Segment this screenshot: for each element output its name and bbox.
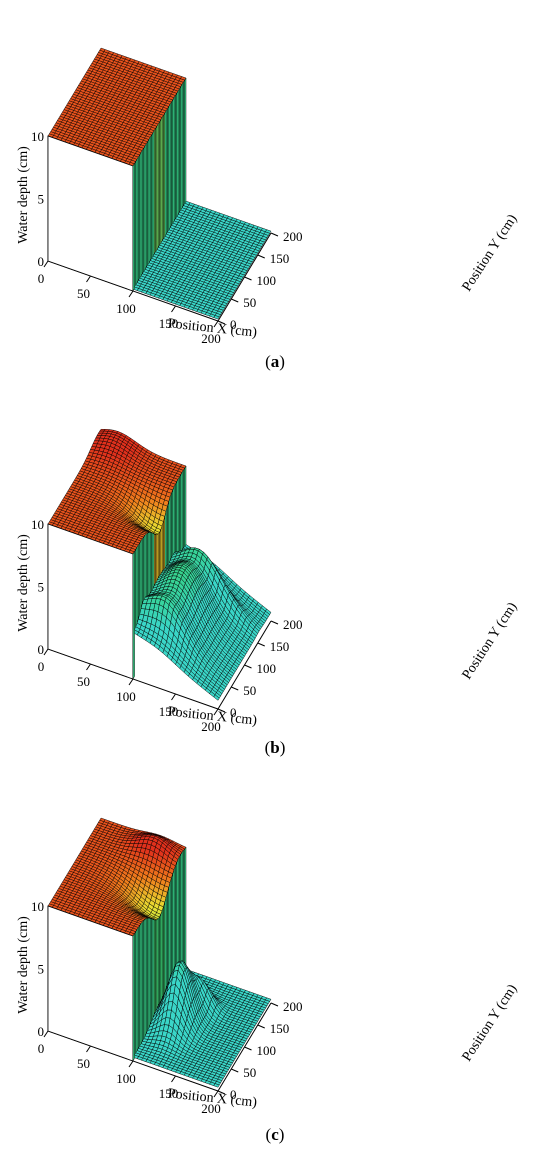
y-tick <box>231 1069 238 1072</box>
caption-a: (a) <box>0 352 550 372</box>
x-tick <box>172 306 176 312</box>
x-tick-label: 100 <box>116 301 136 316</box>
x-tick <box>129 291 133 297</box>
y-tick-label: 150 <box>270 251 290 266</box>
y-tick <box>271 1003 278 1006</box>
y-tick <box>245 277 252 280</box>
dam-front-edge <box>133 163 135 291</box>
y-tick <box>245 665 252 668</box>
x-tick-label: 100 <box>116 1071 136 1086</box>
x-tick-label: 0 <box>38 271 45 286</box>
y-axis-title: Position Y (cm) <box>460 212 521 295</box>
z-axis-title: Water depth (cm) <box>16 916 31 1014</box>
y-tick <box>231 687 238 690</box>
z-tick-label: 5 <box>38 580 45 595</box>
y-tick <box>245 1047 252 1050</box>
z-tick-label: 0 <box>38 1024 45 1039</box>
x-tick-label: 100 <box>116 689 136 704</box>
y-tick-label: 200 <box>283 999 303 1014</box>
y-tick-label: 100 <box>257 1043 277 1058</box>
z-tick-label: 5 <box>38 962 45 977</box>
z-tick-label: 10 <box>31 517 44 532</box>
x-tick <box>44 261 48 267</box>
x-tick <box>87 276 91 282</box>
x-tick <box>129 1061 133 1067</box>
x-tick-label: 0 <box>38 659 45 674</box>
caption-a-letter: a <box>271 352 280 371</box>
x-tick <box>44 649 48 655</box>
x-tick <box>87 664 91 670</box>
y-tick-label: 200 <box>283 617 303 632</box>
x-tick-label: 50 <box>77 286 90 301</box>
y-tick <box>271 621 278 624</box>
x-tick <box>87 1046 91 1052</box>
x-tick <box>44 1031 48 1037</box>
x-tick-label: 0 <box>38 1041 45 1056</box>
z-tick-label: 5 <box>38 192 45 207</box>
y-tick-label: 50 <box>243 683 256 698</box>
y-tick <box>258 643 265 646</box>
caption-b: (b) <box>0 738 550 758</box>
z-axis-title: Water depth (cm) <box>16 146 31 244</box>
z-tick-label: 10 <box>31 899 44 914</box>
x-tick-label: 50 <box>77 1056 90 1071</box>
z-tick-label: 10 <box>31 129 44 144</box>
y-tick-label: 150 <box>270 639 290 654</box>
y-tick <box>258 255 265 258</box>
dam-front-edge <box>133 551 135 679</box>
y-tick-label: 50 <box>243 1065 256 1080</box>
y-tick-label: 50 <box>243 295 256 310</box>
z-tick-label: 0 <box>38 642 45 657</box>
y-tick-label: 200 <box>283 229 303 244</box>
y-axis-title: Position Y (cm) <box>460 982 521 1065</box>
x-tick <box>129 679 133 685</box>
y-tick <box>271 233 278 236</box>
y-axis-title: Position Y (cm) <box>460 600 521 683</box>
caption-b-letter: b <box>270 738 279 757</box>
y-tick-label: 100 <box>257 661 277 676</box>
y-tick <box>231 299 238 302</box>
y-tick <box>258 1025 265 1028</box>
x-tick-label: 50 <box>77 674 90 689</box>
z-axis-title: Water depth (cm) <box>16 534 31 632</box>
y-tick-label: 100 <box>257 273 277 288</box>
y-tick-label: 150 <box>270 1021 290 1036</box>
x-tick <box>172 694 176 700</box>
z-tick-label: 0 <box>38 254 45 269</box>
x-tick <box>172 1076 176 1082</box>
